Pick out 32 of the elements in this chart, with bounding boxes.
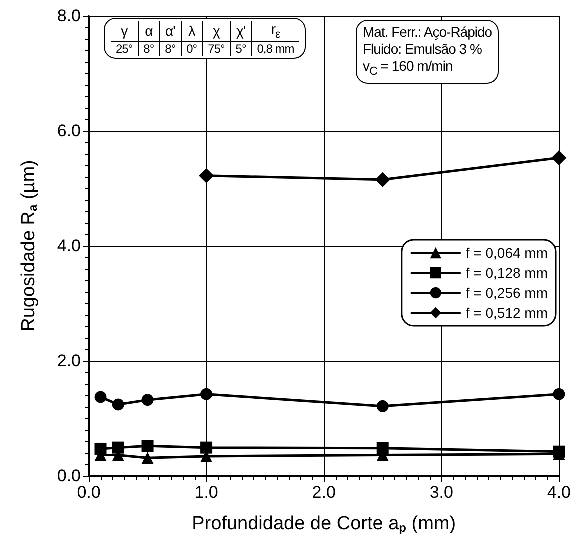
annotation: r$_{ε}$: [252, 21, 300, 42]
legend-label: f = 0,512 mm: [466, 305, 548, 321]
y-axis-title: Rugosidade Ra (µm): [18, 160, 40, 332]
x-tick-label: 1.0: [194, 483, 218, 502]
y-tick-label: 6.0: [57, 122, 81, 140]
annotation: 8°: [160, 41, 182, 56]
legend-label: f = 0,064 mm: [466, 245, 548, 261]
annotation: 0°: [181, 41, 203, 56]
annotation: λ: [181, 21, 203, 42]
y-tick-label: 4.0: [57, 236, 81, 256]
annotation: 0,8 mm: [252, 41, 300, 56]
x-tick-label: 0.0: [77, 483, 101, 502]
annotation: 25°: [115, 41, 134, 56]
legend-label: f = 0,256 mm: [466, 285, 548, 301]
annotation: v$_{C}$ = 160 m/min: [363, 58, 453, 78]
legend-label: f = 0,128 mm: [466, 265, 548, 281]
x-tick-label: 4.0: [547, 483, 572, 502]
annotation: 8°: [138, 41, 160, 56]
annotation: α: [138, 21, 160, 42]
annotation: γ: [111, 21, 138, 42]
annotation: Mat. Ferr.: Aço-Rápido: [363, 24, 492, 40]
y-tick-label: 2.0: [57, 352, 81, 370]
annotation: Fluido: Emulsão 3 %: [363, 41, 482, 57]
annotation: χ': [230, 21, 252, 42]
annotation: 75°: [202, 41, 230, 56]
annotation: χ: [202, 21, 230, 42]
y-tick-label: 8.0: [57, 6, 81, 26]
y-tick-label: 0.0: [57, 466, 81, 486]
x-tick-label: 3.0: [430, 483, 454, 502]
x-tick-label: 2.0: [312, 483, 336, 502]
annotation: 5°: [230, 41, 252, 56]
annotation: α': [160, 21, 182, 42]
